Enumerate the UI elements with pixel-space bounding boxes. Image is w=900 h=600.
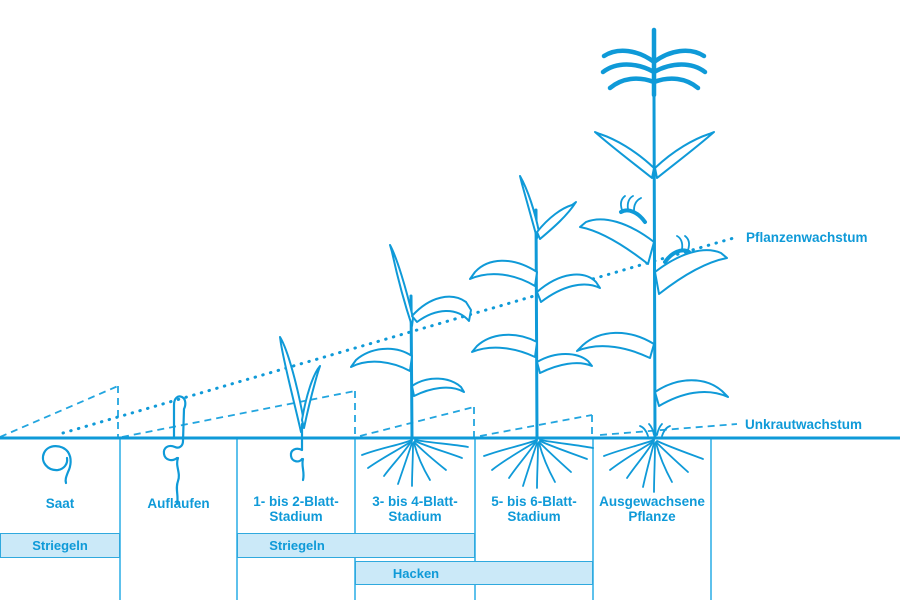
- weed-growth-line: [0, 385, 738, 438]
- stage-label-saat: Saat: [0, 496, 120, 511]
- stage-label-line: Auflaufen: [147, 496, 210, 511]
- corn-ear-icon: [619, 195, 691, 264]
- stage-label-line: Ausgewachsene: [599, 494, 705, 509]
- emergence-sprout-icon: [162, 395, 187, 506]
- measure-bar-label: Striegeln: [32, 538, 88, 553]
- measure-bar-striegeln-mid: Striegeln: [237, 533, 475, 558]
- mature-maize-plant-icon: [576, 27, 729, 493]
- tassel: [600, 27, 708, 98]
- stage-label-line: Stadium: [269, 509, 323, 524]
- measure-bar-striegeln-early: Striegeln: [0, 533, 120, 558]
- stage-label-line: Stadium: [507, 509, 561, 524]
- roots: [361, 439, 469, 487]
- four-leaf-plant-icon: [350, 244, 472, 487]
- stage-label-ausgewachsene-pflanze: Ausgewachsene Pflanze: [593, 494, 711, 524]
- seed-icon: [41, 445, 72, 485]
- plant-growth-line: [61, 235, 739, 435]
- plant-growth-label: Pflanzenwachstum: [746, 230, 868, 245]
- measure-bar-label: Hacken: [392, 565, 440, 581]
- stage-column-lines: [119, 439, 712, 600]
- weed-growth-label: Unkrautwachstum: [745, 417, 863, 432]
- stage-label-auflaufen: Auflaufen: [120, 496, 237, 511]
- stage-label-line: Pflanze: [628, 509, 676, 524]
- roots: [483, 439, 594, 489]
- stage-label-line: 5- bis 6-Blatt-: [491, 494, 577, 509]
- stage-label-5-6-blatt: 5- bis 6-Blatt- Stadium: [475, 494, 593, 524]
- stage-label-line: Stadium: [388, 509, 442, 524]
- stage-label-line: 3- bis 4-Blatt-: [372, 494, 458, 509]
- roots: [603, 423, 704, 493]
- measure-bar-label: Striegeln: [269, 538, 325, 553]
- stage-label-line: Saat: [45, 496, 75, 511]
- six-leaf-plant-icon: [469, 175, 601, 489]
- stage-label-3-4-blatt: 3- bis 4-Blatt- Stadium: [355, 494, 475, 524]
- stage-label-line: 1- bis 2-Blatt-: [253, 494, 339, 509]
- measure-bar-hacken: Hacken: [355, 561, 593, 585]
- two-leaf-seedling-icon: [279, 336, 321, 482]
- stage-label-1-2-blatt: 1- bis 2-Blatt- Stadium: [237, 494, 355, 524]
